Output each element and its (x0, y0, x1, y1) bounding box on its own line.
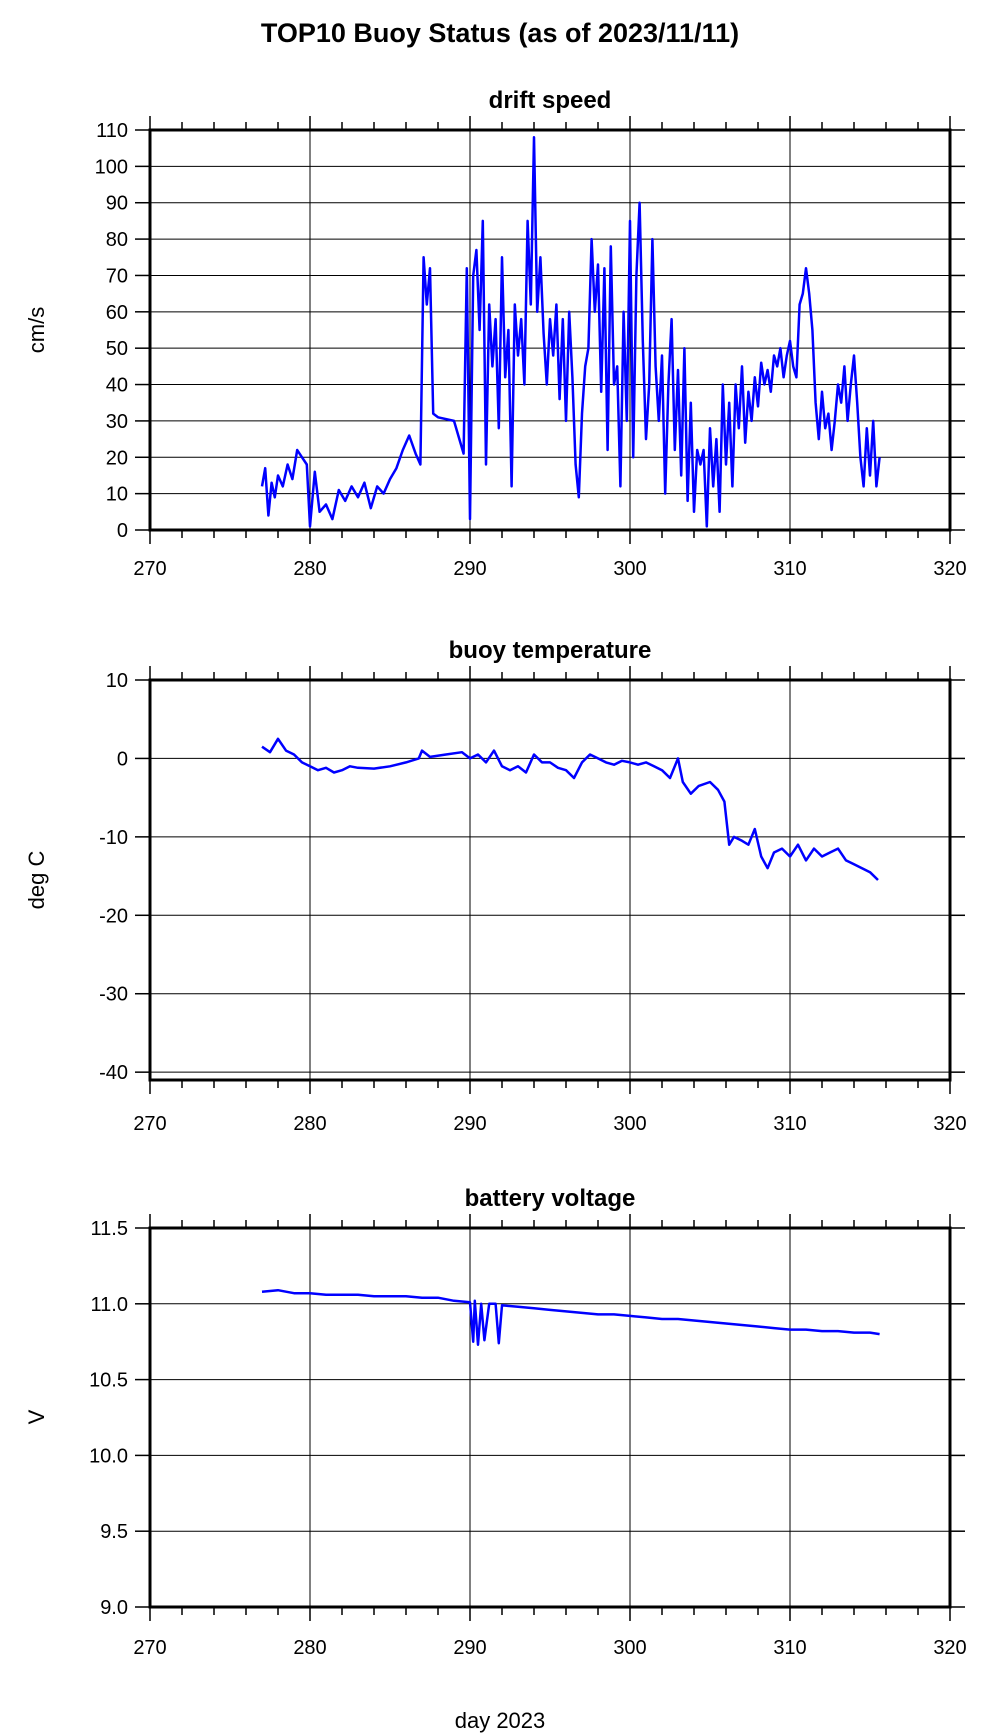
data-series-line (260, 136, 881, 528)
x-tick-label: 310 (773, 558, 806, 580)
plot-frame (148, 678, 952, 1082)
y-tick-label: 50 (106, 338, 128, 360)
x-tick-label: 270 (133, 1637, 166, 1659)
y-tick-label: 20 (106, 447, 128, 469)
y-tick-label: 11.0 (91, 1294, 128, 1316)
x-tick-label: 310 (773, 1113, 806, 1135)
x-tick-label: 320 (933, 1113, 966, 1135)
figure-title: TOP10 Buoy Status (as of 2023/11/11) (260, 18, 740, 48)
y-tick-label: 0 (117, 748, 128, 770)
y-tick-label: -10 (99, 827, 128, 849)
y-tick-label: 10.5 (89, 1370, 128, 1392)
y-tick-label: 11.5 (91, 1218, 128, 1240)
x-tick-label: 300 (613, 1637, 646, 1659)
y-axis-label: V (24, 1409, 49, 1424)
y-tick-label: 60 (106, 302, 128, 324)
panel-title: drift speed (489, 87, 612, 114)
y-tick-label: 100 (95, 156, 128, 178)
x-axis-label: day 2023 (454, 1708, 546, 1733)
panel-title: buoy temperature (449, 637, 652, 664)
x-tick-label: 290 (453, 558, 486, 580)
y-tick-label: 9.5 (100, 1521, 128, 1543)
y-tick-label: -30 (99, 984, 128, 1006)
x-tick-label: 280 (293, 1637, 326, 1659)
y-tick-label: 80 (106, 229, 128, 251)
data-series-line (261, 1288, 880, 1346)
x-tick-label: 270 (133, 1113, 166, 1135)
y-axis-label: cm/s (24, 307, 49, 353)
x-tick-label: 300 (613, 558, 646, 580)
y-axis-label: deg C (24, 851, 49, 910)
y-tick-label: 40 (106, 375, 128, 397)
x-tick-label: 280 (293, 1113, 326, 1135)
y-tick-label: 30 (106, 411, 128, 433)
y-tick-label: 70 (106, 265, 128, 287)
x-tick-label: 290 (453, 1637, 486, 1659)
y-tick-label: 110 (96, 120, 128, 142)
x-tick-label: 280 (293, 558, 326, 580)
panel-title: battery voltage (465, 1185, 636, 1212)
y-tick-label: 10 (106, 484, 128, 506)
plot-frame (148, 128, 952, 532)
x-tick-label: 300 (613, 1113, 646, 1135)
x-tick-label: 320 (933, 558, 966, 580)
x-tick-label: 310 (773, 1637, 806, 1659)
buoy-temperature-panel: 10 0 -10 -20 -30 -40 270 280 290 300 310 320 buoy te… (24, 637, 967, 1135)
x-tick-label: 270 (133, 558, 166, 580)
y-tick-label: -40 (99, 1062, 128, 1084)
data-series-line (261, 737, 879, 881)
plot-frame (148, 1226, 952, 1609)
y-tick-label: 90 (106, 193, 128, 215)
x-tick-label: 290 (453, 1113, 486, 1135)
y-tick-label: 10 (106, 670, 128, 692)
x-tick-label: 320 (933, 1637, 966, 1659)
y-tick-label: -20 (99, 905, 128, 927)
y-tick-label: 0 (117, 520, 128, 542)
y-tick-label: 9.0 (100, 1597, 128, 1619)
drift-speed-panel: 0 10 20 30 40 50 60 70 80 90 100 110 270 280 290 300 310… (24, 87, 967, 580)
y-tick-label: 10.0 (89, 1445, 128, 1467)
